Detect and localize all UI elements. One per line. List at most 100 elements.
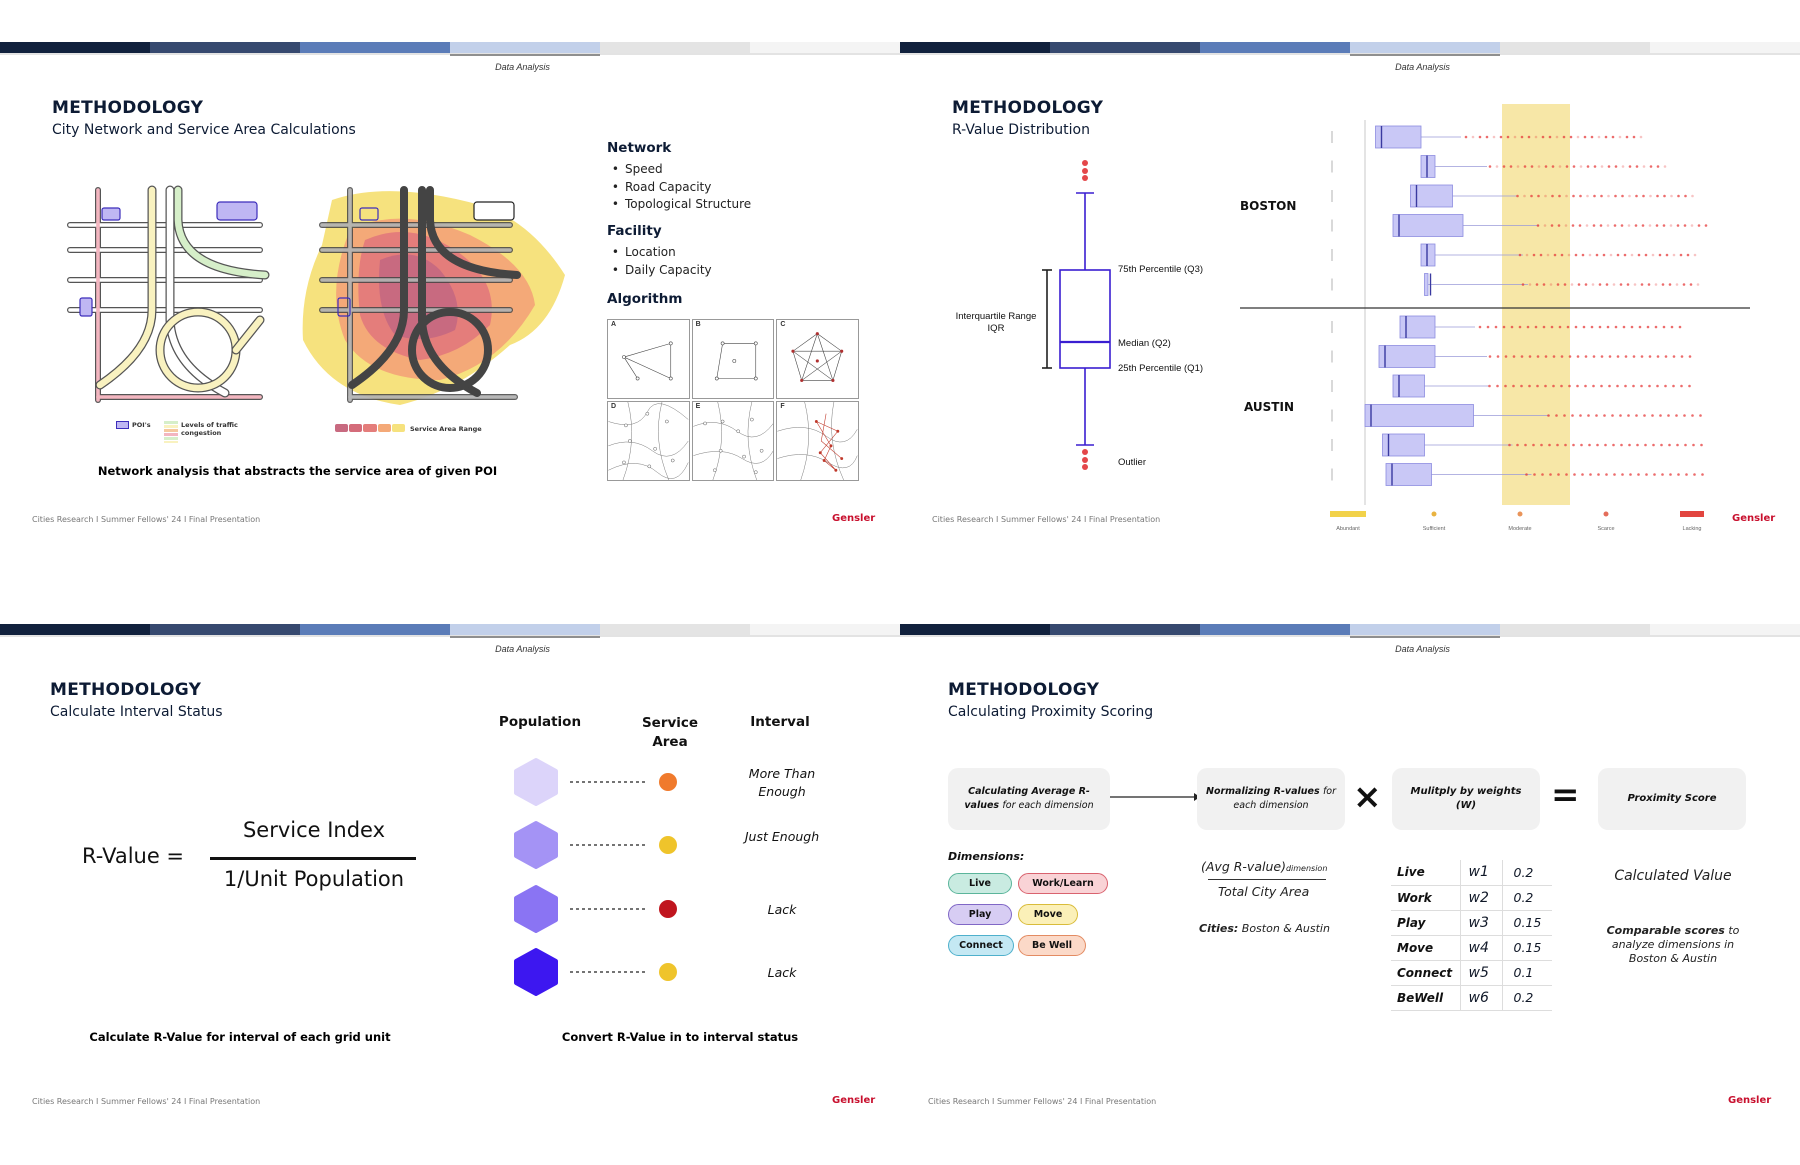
- caption-right: Convert R-Value in to interval status: [561, 1030, 799, 1044]
- formula-denominator: 1/Unit Population: [223, 867, 405, 891]
- outlier-point: [1471, 135, 1475, 139]
- outlier-point: [1595, 414, 1598, 417]
- multiply-icon: ×: [1353, 777, 1382, 817]
- section-tag: Data Analysis: [495, 62, 550, 72]
- outlier-point: [1619, 414, 1622, 417]
- slide-subtitle: Calculate Interval Status: [50, 704, 223, 720]
- network-list: Speed Road Capacity Topological Structur…: [607, 162, 751, 215]
- outlier-point: [1683, 224, 1687, 227]
- service-legend-swatch: [335, 424, 406, 432]
- outlier-point: [1663, 194, 1666, 198]
- network-diagram: [67, 185, 565, 405]
- weights-cell: w5: [1459, 960, 1503, 986]
- outlier-point: [1544, 384, 1547, 388]
- box: [1375, 125, 1422, 149]
- outlier-point: [1551, 194, 1554, 198]
- outlier-point: [1604, 443, 1607, 447]
- outlier-point: [1592, 224, 1596, 227]
- interval-row-graphic: [514, 948, 677, 996]
- outlier-point: [1560, 355, 1564, 358]
- band-segment: [150, 42, 300, 53]
- band-segment: [600, 624, 750, 635]
- outlier-point: [1604, 135, 1608, 139]
- outlier-point: [1516, 165, 1520, 168]
- outlier-point: [1558, 325, 1562, 329]
- outlier-point: [1588, 443, 1591, 447]
- outlier-point: [1564, 224, 1568, 227]
- outlier-point: [1591, 283, 1595, 286]
- outlier-point: [1653, 473, 1656, 476]
- outlier-point: [1607, 194, 1610, 198]
- dimension-pill: Play: [948, 904, 1012, 925]
- outlier-point: [1496, 355, 1500, 358]
- brand-logo: Gensler: [1728, 1095, 1772, 1106]
- outlier-point: [1627, 224, 1631, 227]
- outlier-point: [1662, 325, 1666, 329]
- outlier-point: [1516, 443, 1519, 447]
- interval-row-graphic: [514, 758, 677, 806]
- outlier-point: [1579, 165, 1583, 168]
- outlier-point: [1645, 473, 1648, 476]
- box: [1392, 214, 1464, 237]
- interval-label: Lack: [767, 965, 797, 980]
- outlier-point: [1523, 194, 1526, 198]
- outlier-point: [1608, 384, 1611, 388]
- box: [1385, 463, 1432, 486]
- outlier-point: [1600, 355, 1604, 358]
- outlier-point: [1543, 224, 1547, 227]
- weights-cell: 0.2: [1502, 885, 1552, 911]
- interval-row-graphic: [514, 821, 677, 869]
- service-area-dot: [659, 900, 677, 918]
- box: [1399, 315, 1436, 339]
- band-segment: [1500, 624, 1650, 635]
- outlier-point: [1533, 473, 1536, 476]
- outlier-point: [1628, 194, 1631, 198]
- weights-cell: w3: [1459, 910, 1503, 936]
- list-item: Road Capacity: [607, 180, 751, 198]
- dimension-pill: Be Well: [1018, 935, 1086, 956]
- outlier-point: [1600, 194, 1603, 198]
- outlier-point: [1670, 325, 1674, 329]
- outlier-point: [1576, 384, 1579, 388]
- outlier-point: [1632, 135, 1636, 139]
- algorithm-panel-e: E: [691, 401, 775, 481]
- outlier-point: [1548, 443, 1551, 447]
- footer-text: Cities Research I Summer Fellows' 24 I F…: [32, 515, 261, 524]
- slide-rvalue: Data Analysis METHODOLOGY R-Value Distri…: [900, 0, 1800, 582]
- outlier-point: [1532, 443, 1535, 447]
- population-header: Population: [498, 714, 582, 730]
- outlier-point: [1691, 414, 1694, 417]
- outlier-point: [1485, 135, 1489, 139]
- outlier-point: [1697, 224, 1701, 227]
- outlier-point: [1512, 384, 1515, 388]
- outlier-point: [1536, 355, 1540, 358]
- outlier-point: [1574, 325, 1578, 329]
- outlier-point: [1612, 283, 1616, 286]
- outlier-point: [1637, 253, 1641, 257]
- outlier-point: [1672, 253, 1676, 257]
- x-tick-label: Scarce: [1597, 526, 1615, 532]
- outlier-point: [1688, 384, 1691, 388]
- outlier-point: [1640, 355, 1644, 358]
- algorithm-panel-a: A: [607, 319, 690, 399]
- outlier-point: [1664, 384, 1667, 388]
- outlier-point: [1696, 283, 1700, 286]
- brand-logo: Gensler: [1732, 513, 1776, 524]
- footer-text: Cities Research I Summer Fellows' 24 I F…: [928, 1097, 1157, 1106]
- brand-logo: Gensler: [832, 1095, 876, 1106]
- weights-cell: 0.15: [1502, 910, 1552, 936]
- outlier-point: [1525, 253, 1529, 257]
- outlier-point: [1521, 283, 1525, 286]
- outlier-point: [1611, 414, 1614, 417]
- outlier-point: [1598, 283, 1602, 286]
- outlier-point: [1492, 135, 1496, 139]
- outlier-point: [1603, 414, 1606, 417]
- dimensions-label: Dimensions:: [948, 850, 1025, 863]
- outlier-point: [1573, 473, 1576, 476]
- box: [1420, 155, 1436, 178]
- weights-cell: Live: [1391, 860, 1460, 886]
- traffic-legend-label: Levels of traffic congestion: [181, 421, 238, 437]
- outlier-point: [1553, 253, 1557, 257]
- outlier-point: [1605, 283, 1609, 286]
- median-label: Median (Q2): [1118, 338, 1171, 349]
